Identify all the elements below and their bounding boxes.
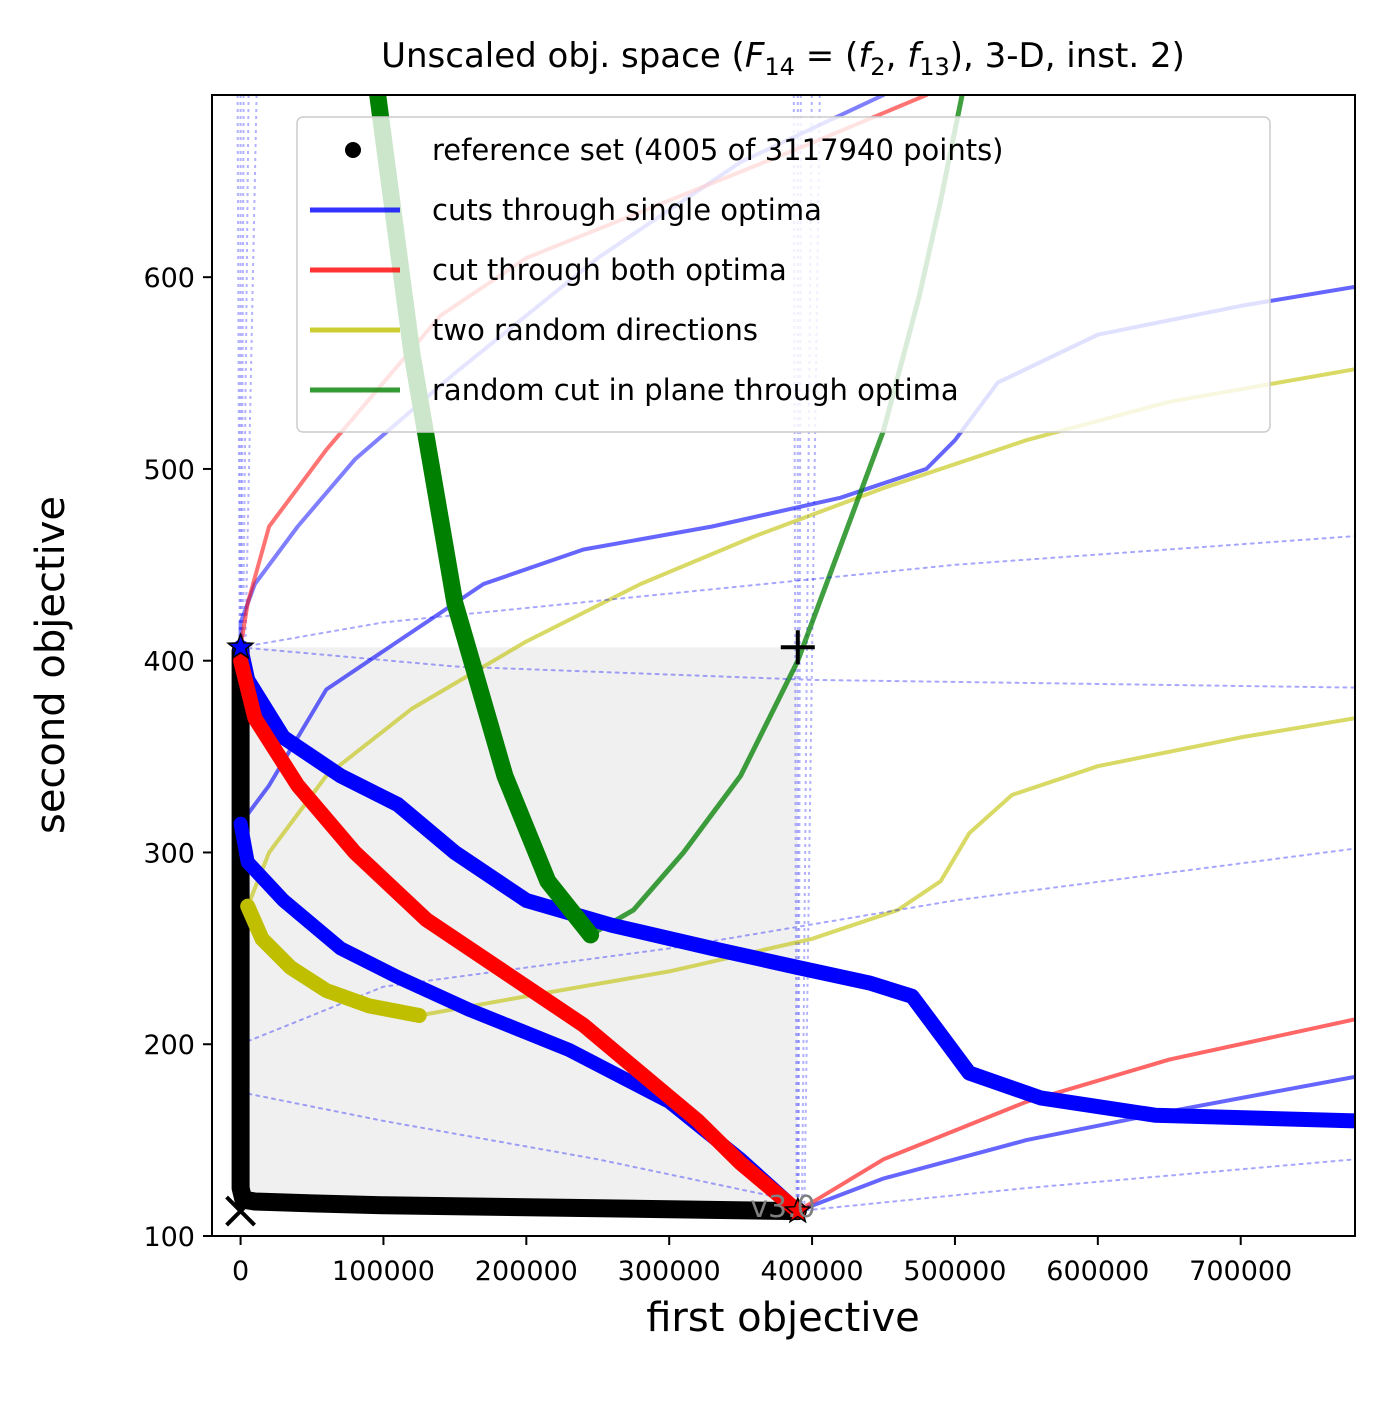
x-tick-label: 100000 — [332, 1256, 435, 1287]
series-dotted-5-12 — [796, 1158, 1355, 1213]
reference-box — [240, 647, 798, 1212]
legend-dot — [345, 142, 361, 158]
x-tick-label: 200000 — [475, 1256, 578, 1287]
y-axis-title: second objective — [28, 496, 74, 834]
legend-label: two random directions — [432, 313, 758, 347]
series-legend-16 — [233, 653, 806, 1219]
guide-line-0-4 — [244, 95, 258, 648]
series-dotted-1-8 — [239, 535, 1355, 649]
series-front-13 — [231, 642, 807, 1221]
series-yellow-thin-2-6 — [417, 716, 1355, 1018]
x-tick-label: 300000 — [618, 1256, 721, 1287]
x-tick-label: 500000 — [903, 1256, 1006, 1287]
version-watermark: v3.0 — [750, 1190, 815, 1225]
legend-label: random cut in plane through optima — [432, 373, 959, 407]
y-tick-label: 600 — [143, 263, 195, 294]
nadir-point-marker — [780, 630, 815, 665]
series-blue-thin-3-2 — [795, 1074, 1355, 1214]
y-tick-label: 200 — [143, 1030, 195, 1061]
legend-label: cuts through single optima — [432, 193, 822, 227]
guide-line-0-2 — [240, 95, 245, 648]
series-legend-17 — [240, 898, 427, 1023]
marker-layer — [225, 630, 815, 1227]
chart-title: Unscaled obj. space (F14 = (f2, f13), 3-… — [381, 36, 1185, 81]
series-dotted-4-11 — [239, 1091, 799, 1203]
x-axis: 0 100000 200000 300000 400000 500000 600000 700… — [232, 1236, 1292, 1287]
x-tick-label: 700000 — [1189, 1256, 1292, 1287]
y-tick-label: 300 — [143, 838, 195, 869]
guide-line-0-3 — [241, 95, 250, 648]
x-tick-label: 400000 — [761, 1256, 864, 1287]
guide-line-0-0 — [236, 95, 241, 648]
x-tick-label: 0 — [232, 1256, 249, 1287]
legend: reference set (4005 of 3117940 points) cu… — [296, 116, 1271, 433]
x-axis-title: first objective — [646, 1295, 920, 1341]
vertical-guide-lines — [236, 95, 821, 1212]
series-dotted-3-10 — [239, 847, 1355, 1046]
series-legend-14 — [233, 639, 1355, 1129]
series-red-thin-2-4 — [795, 1017, 1355, 1214]
series-dotted-2-9 — [239, 646, 1355, 689]
legend-items: reference set (4005 of 3117940 points) cu… — [310, 133, 1004, 407]
x-tick-label: 600000 — [1046, 1256, 1149, 1287]
y-tick-label: 500 — [143, 455, 195, 486]
y-tick-label: 100 — [143, 1222, 195, 1253]
legend-box — [296, 116, 1271, 433]
legend-label: reference set (4005 of 3117940 points) — [432, 133, 1004, 167]
optimum-1-star — [226, 632, 255, 660]
optimum-2-star — [783, 1195, 813, 1224]
legend-label: cut through both optima — [432, 253, 787, 287]
y-tick-label: 400 — [143, 647, 195, 678]
plot-frame — [211, 94, 1356, 1237]
y-axis: 100 200 300 400 500 600 — [143, 263, 212, 1253]
ideal-point-marker — [225, 1195, 256, 1227]
